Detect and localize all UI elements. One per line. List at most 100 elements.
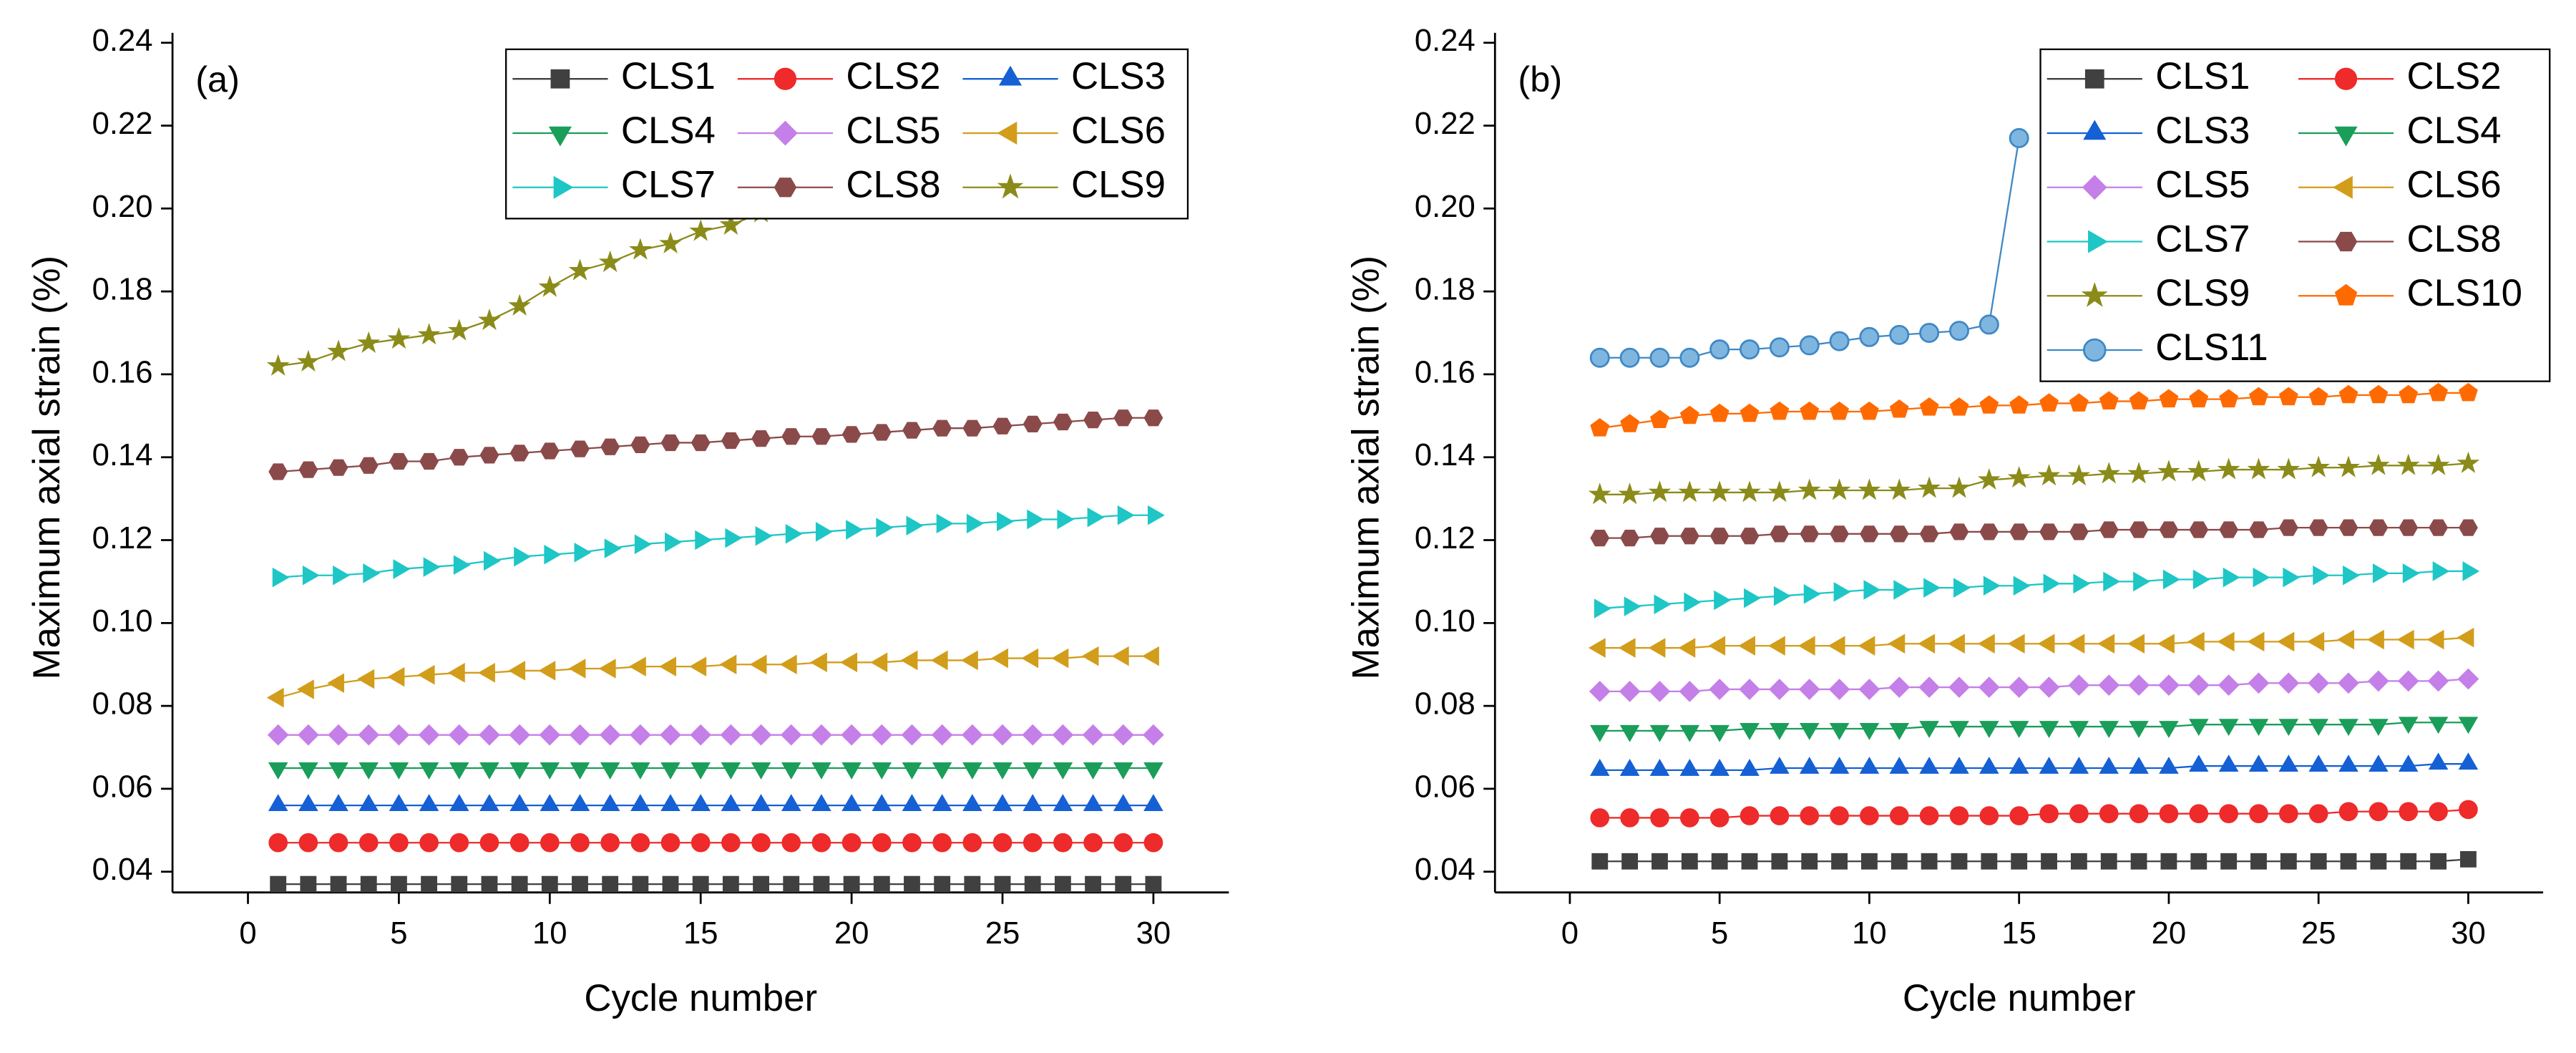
marker: [811, 794, 831, 812]
marker: [1624, 596, 1641, 616]
marker: [2223, 567, 2240, 588]
y-tick-label: 0.16: [92, 355, 153, 389]
marker: [1591, 853, 1609, 870]
marker: [841, 833, 862, 853]
series-line: [278, 655, 1153, 699]
marker: [2157, 634, 2175, 654]
marker: [1053, 794, 1073, 812]
marker: [1053, 833, 1073, 853]
marker: [1709, 758, 1729, 776]
marker: [451, 875, 468, 893]
marker: [1921, 853, 1938, 870]
marker: [1741, 853, 1758, 870]
marker: [1709, 679, 1731, 700]
marker: [1709, 808, 1729, 828]
marker: [1740, 758, 1760, 776]
marker: [997, 121, 1018, 145]
marker: [1919, 806, 1939, 825]
series-line: [278, 417, 1153, 473]
y-tick-label: 0.14: [92, 438, 153, 472]
marker: [1919, 323, 1940, 344]
marker: [1619, 758, 1640, 776]
marker: [876, 518, 894, 538]
marker: [600, 438, 620, 455]
marker: [2333, 175, 2353, 199]
marker: [2159, 389, 2179, 408]
marker: [1948, 321, 1969, 341]
legend: CLS1 CLS2 CLS3 CLS4 CLS5 CLS6 CLS7 CLS8 CLS9 CLS1…: [2039, 48, 2551, 382]
marker: [1083, 762, 1103, 780]
marker: [1113, 794, 1133, 812]
marker: [1679, 758, 1700, 776]
marker: [722, 875, 739, 893]
marker: [1830, 401, 1849, 420]
marker: [272, 567, 290, 588]
marker: [2129, 804, 2149, 823]
marker: [690, 724, 712, 746]
marker: [2219, 804, 2238, 823]
marker: [2462, 561, 2480, 581]
marker: [1830, 525, 1850, 543]
marker: [1085, 875, 1101, 893]
marker: [691, 833, 711, 853]
marker: [2458, 717, 2479, 734]
y-tick-label: 0.06: [1415, 770, 1475, 804]
x-tick-label: 15: [2001, 916, 2036, 951]
marker: [2103, 571, 2121, 592]
marker: [2430, 853, 2447, 870]
marker: [1770, 525, 1790, 543]
marker: [1861, 853, 1878, 870]
marker: [418, 724, 440, 746]
marker: [298, 461, 318, 478]
marker: [1709, 339, 1730, 360]
marker: [2308, 719, 2328, 737]
marker: [363, 563, 381, 583]
panel-label: (a): [195, 59, 240, 100]
marker: [2337, 629, 2355, 650]
marker: [1889, 399, 1909, 418]
marker: [2399, 384, 2419, 404]
marker: [327, 673, 345, 694]
marker: [1858, 636, 1875, 656]
y-tick-label: 0.04: [1415, 853, 1475, 887]
y-tick-label: 0.20: [92, 190, 153, 224]
marker: [2129, 757, 2149, 774]
marker: [388, 724, 410, 746]
marker: [1113, 833, 1133, 853]
marker: [1679, 405, 1699, 424]
marker: [598, 659, 616, 679]
series-line: [1599, 462, 2469, 495]
marker: [774, 67, 797, 90]
marker: [1923, 578, 1941, 598]
legend-label: CLS10: [2407, 272, 2522, 314]
marker: [2248, 754, 2269, 772]
marker: [1918, 676, 1940, 698]
marker: [2097, 634, 2115, 654]
marker: [268, 794, 288, 812]
marker: [2160, 853, 2177, 870]
legend-label: CLS2: [2407, 55, 2502, 97]
y-tick-label: 0.06: [92, 770, 153, 804]
marker: [328, 724, 349, 746]
y-tick-label: 0.24: [1415, 24, 1475, 58]
marker: [2190, 853, 2207, 870]
marker: [2039, 804, 2059, 823]
marker: [1023, 762, 1043, 780]
series-line: [1599, 722, 2469, 732]
marker: [695, 530, 713, 550]
legend-label: CLS1: [2155, 55, 2250, 97]
marker: [2083, 120, 2107, 140]
marker: [2127, 462, 2150, 484]
marker: [1620, 529, 1640, 547]
marker: [1948, 476, 1971, 498]
marker: [1770, 757, 1790, 774]
marker: [1979, 757, 1999, 774]
marker: [389, 833, 409, 853]
marker: [2187, 460, 2210, 482]
marker: [1863, 580, 1881, 600]
marker: [2313, 565, 2331, 586]
marker: [1859, 723, 1880, 740]
marker: [2429, 382, 2449, 402]
marker: [1619, 347, 1640, 368]
marker: [1589, 681, 1611, 702]
